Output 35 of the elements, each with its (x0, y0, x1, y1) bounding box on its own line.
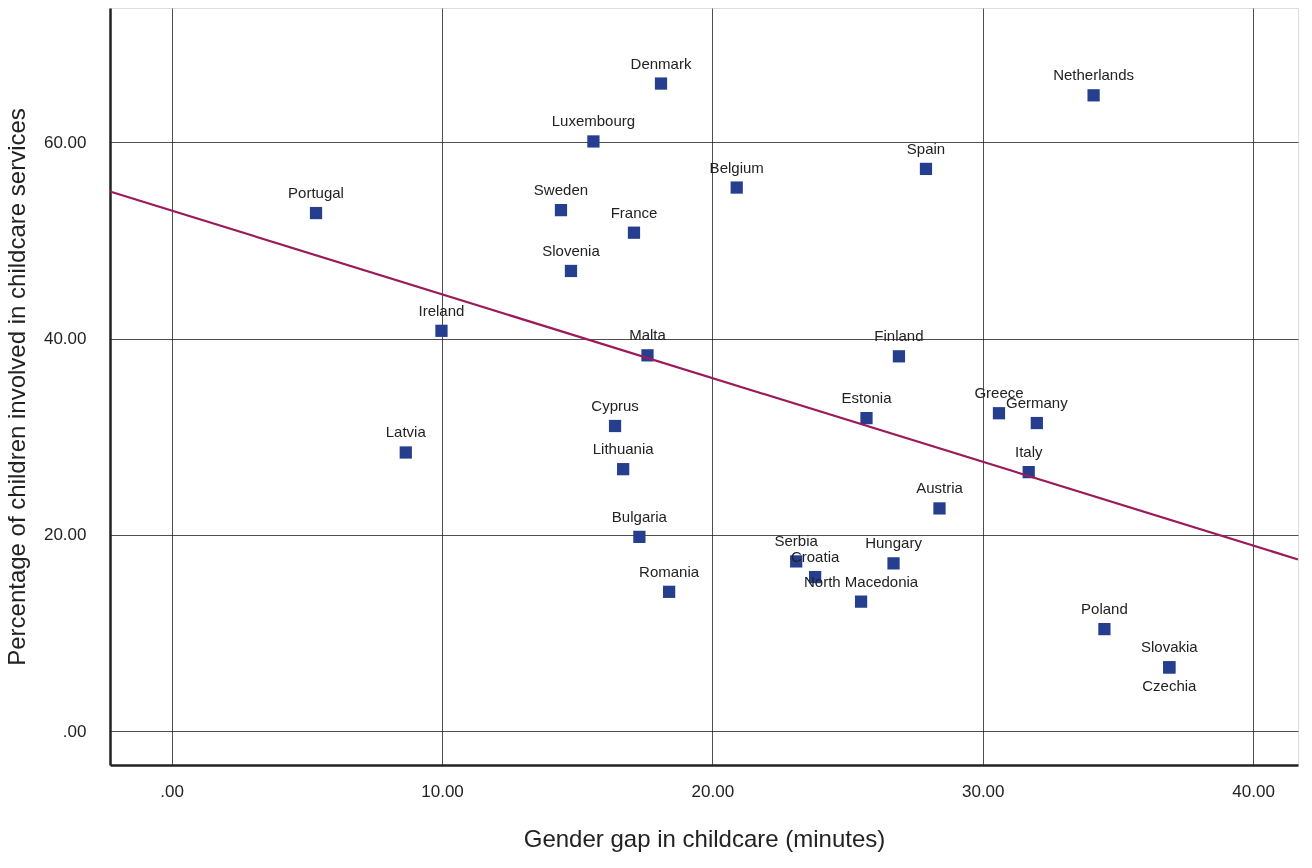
annotation: Denmark (630, 54, 692, 72)
y-tick-label: 20.00 (43, 525, 87, 545)
annotation: Croatia (790, 548, 840, 566)
annotation: Luxembourg (551, 112, 636, 130)
annotation: North Macedonia (803, 572, 919, 590)
x-tick-label: 20.00 (691, 781, 735, 801)
annotation: Sweden (533, 181, 589, 199)
annotation: France (610, 203, 658, 221)
x-tick-label: 40.00 (1232, 781, 1275, 801)
y-tick-label: .00 (62, 721, 87, 741)
y-tick-label: 60.00 (43, 132, 87, 152)
annotation: Austria (916, 479, 964, 497)
annotation: Malta (629, 326, 667, 344)
annotation: Serbia (774, 532, 819, 550)
annotation: Spain (906, 139, 946, 157)
annotation: Latvia (385, 423, 427, 441)
annotation: Bulgaria (611, 507, 668, 525)
annotation: Netherlands (1053, 66, 1135, 84)
x-tick-label: .00 (160, 781, 184, 801)
annotation: Portugal (288, 184, 344, 202)
annotation: Estonia (841, 389, 893, 407)
x-tick-label: 10.00 (421, 781, 464, 801)
x-tick-label: 30.00 (961, 781, 1005, 801)
y-tick-label: 40.00 (43, 329, 87, 349)
x-axis-title: Gender gap in childcare (minutes) (523, 824, 886, 852)
y-axis-title: Percentage of children involved in childcare services (2, 108, 30, 666)
annotation: Poland (1081, 600, 1128, 618)
annotation: Hungary (865, 534, 923, 552)
annotation: Czechia (1142, 677, 1198, 695)
annotation: Romania (639, 562, 700, 580)
annotation: Slovenia (542, 241, 601, 259)
annotation: Slovakia (1140, 638, 1199, 656)
annotation: Lithuania (592, 440, 655, 458)
annotation: Cyprus (591, 396, 639, 414)
annotation: Italy (1014, 443, 1043, 461)
